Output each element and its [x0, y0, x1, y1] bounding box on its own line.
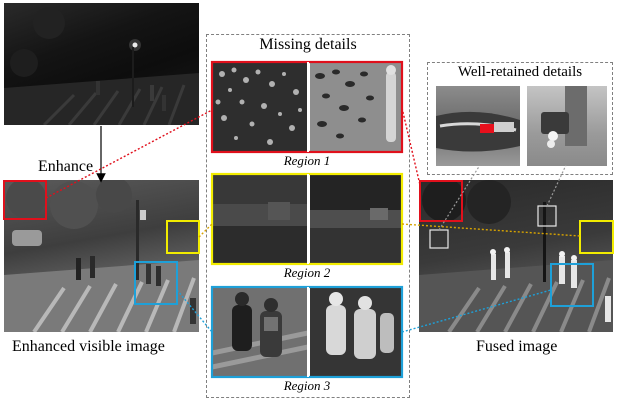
region2-label: Region 2	[283, 265, 331, 280]
well-retained-details-label: Well-retained details	[457, 64, 583, 80]
car-crop	[436, 111, 520, 152]
fused-image-label: Fused image	[476, 338, 558, 355]
wall-fused	[310, 174, 402, 264]
connector-region3-left	[176, 289, 213, 333]
enhanced-region2-box	[166, 220, 200, 254]
enhanced-region1-box	[3, 180, 47, 220]
fused-car-box	[429, 229, 449, 249]
region1-fused-crop	[310, 62, 402, 152]
fused-region2-box	[579, 220, 614, 254]
region1-label: Region 1	[283, 153, 331, 168]
enhance-label: Enhance	[38, 158, 94, 175]
fused-scene	[419, 180, 613, 332]
original-visible-image	[4, 3, 199, 125]
enhanced-region3-box	[134, 261, 178, 305]
wall-visible	[212, 174, 308, 264]
region2-visible-crop	[212, 174, 308, 264]
region1-visible-crop	[212, 62, 308, 152]
region2-fused-crop	[310, 174, 402, 264]
missing-details-label: Missing details	[259, 36, 357, 53]
region3-fused-crop	[310, 287, 402, 377]
fused-light-box	[537, 205, 557, 227]
enhanced-scene	[4, 180, 199, 332]
connector-region3-right	[401, 289, 552, 333]
missing-details-frame	[206, 34, 410, 398]
connector-car-detail	[438, 164, 481, 231]
connector-region2-left	[198, 223, 213, 238]
traffic-light-crop	[541, 86, 587, 148]
fused-region3-box	[550, 263, 594, 307]
pedestrians-visible	[212, 287, 308, 377]
well-retained-details-frame	[427, 62, 613, 175]
connector-region1-left	[45, 109, 213, 199]
original-scene	[4, 7, 199, 125]
enhanced-visible-image-label: Enhanced visible image	[12, 338, 165, 355]
connector-region1-right	[401, 107, 421, 186]
region3-label: Region 3	[283, 378, 331, 393]
connector-region2-right	[401, 223, 581, 237]
retained-detail-traffic-light	[527, 86, 607, 166]
region3-visible-crop	[212, 287, 308, 377]
enhanced-visible-image	[4, 180, 199, 332]
foliage-fused	[310, 62, 402, 152]
retained-detail-car	[436, 86, 520, 166]
pedestrians-fused	[310, 287, 402, 377]
foliage-visible	[212, 62, 308, 152]
fused-region1-box	[419, 180, 463, 222]
connector-light-detail	[546, 164, 567, 207]
